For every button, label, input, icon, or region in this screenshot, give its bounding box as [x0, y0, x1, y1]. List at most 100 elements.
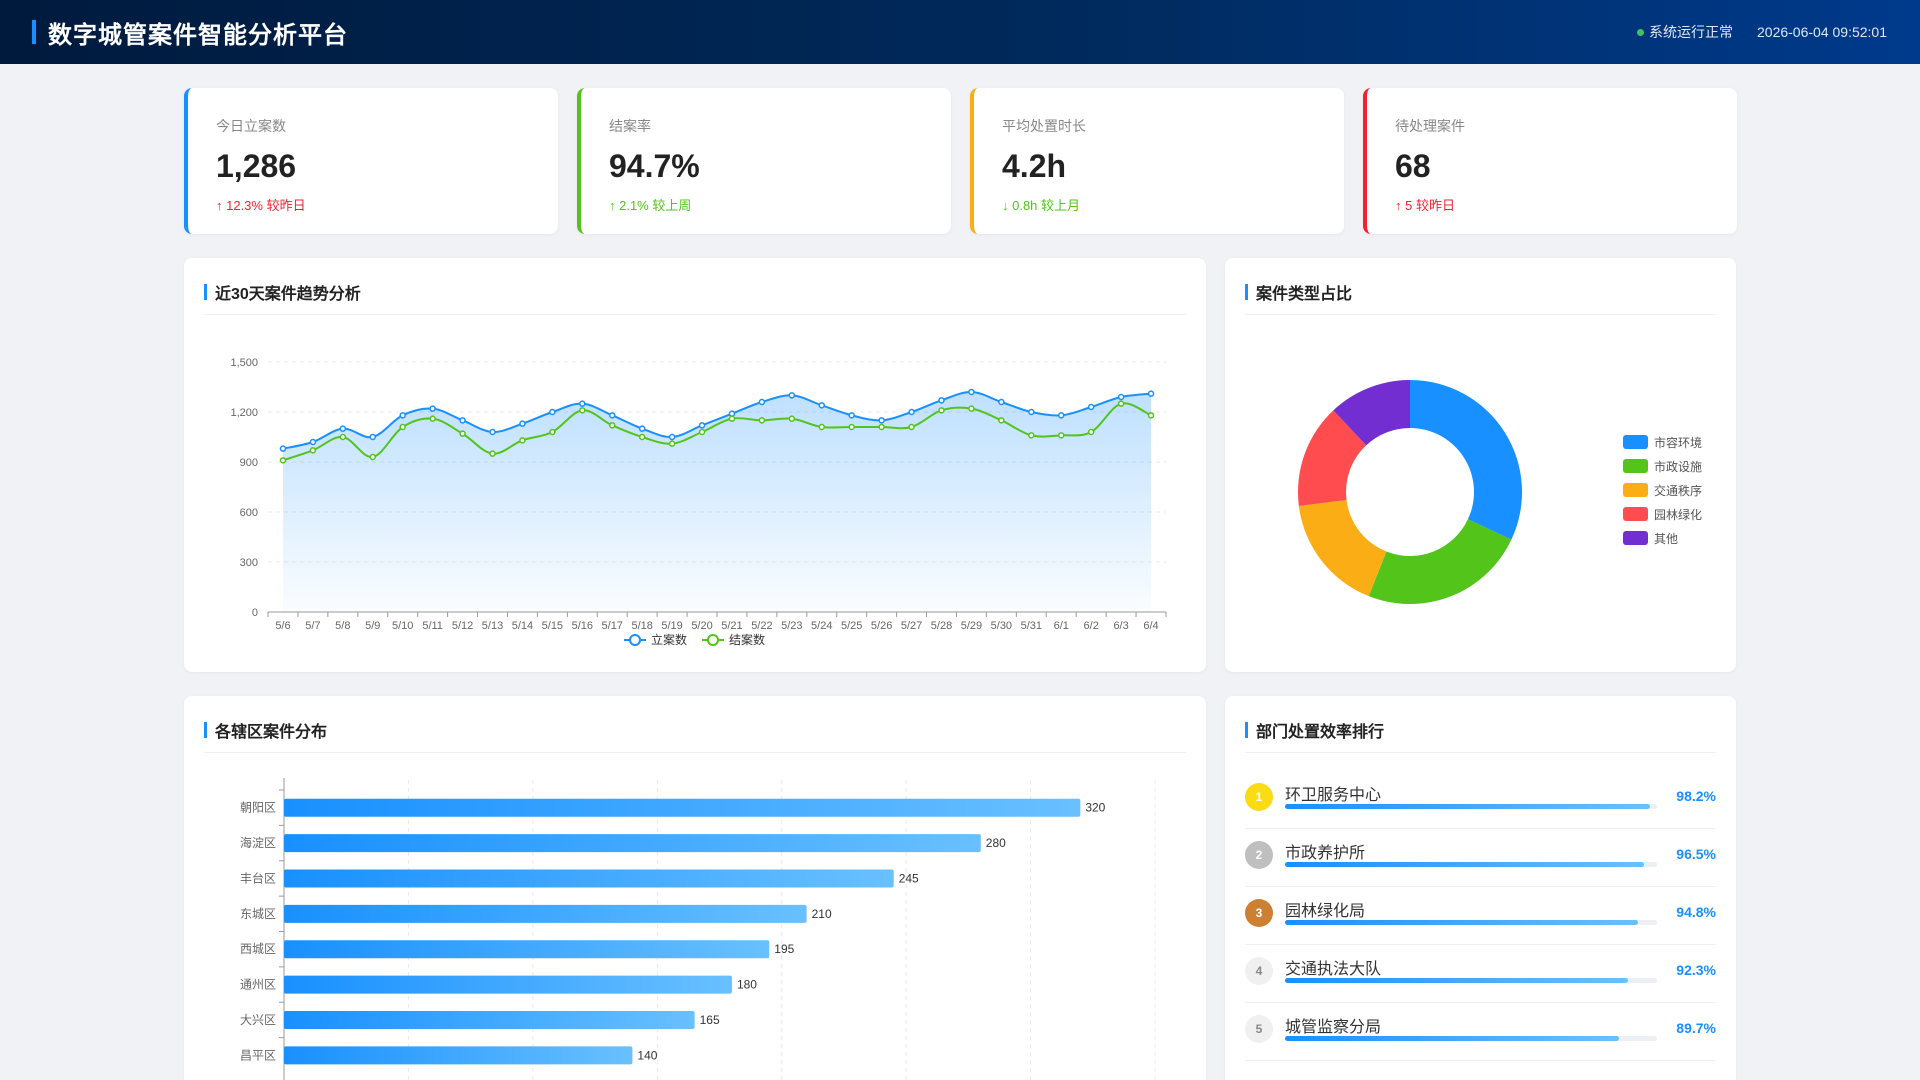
- y-tick-label: 600: [240, 507, 258, 519]
- legend-label: 其他: [1654, 531, 1679, 546]
- data-point: [1087, 403, 1095, 411]
- bar-5: [284, 975, 732, 994]
- data-point: [998, 417, 1005, 424]
- data-point: [309, 438, 317, 446]
- legend-marker: [707, 634, 719, 646]
- y-tick-label: 东城区: [240, 907, 276, 921]
- rank-progress-track: [1285, 804, 1657, 809]
- donut-legend-item[interactable]: 其他: [1623, 526, 1702, 550]
- kpi-trend: ↓ 0.8h 较上月: [1002, 198, 1081, 213]
- legend-swatch: [1623, 435, 1648, 449]
- data-point: [608, 412, 616, 419]
- bar-1: [284, 834, 981, 853]
- rank-progress-fill: [1285, 804, 1651, 809]
- data-point: [339, 425, 347, 432]
- donut-legend-item[interactable]: 园林绿化: [1623, 502, 1702, 526]
- rank-row[interactable]: 4 交通执法大队 92.3%: [1245, 944, 1716, 1003]
- kpi-card-today-cases[interactable]: 今日立案数 1,286 ↑ 12.3% 较昨日: [184, 88, 558, 234]
- rank-badge: 2: [1245, 841, 1273, 869]
- x-tick-label: 5/12: [452, 620, 473, 632]
- rank-row[interactable]: 5 城管监察分局 89.7%: [1245, 1002, 1716, 1061]
- rank-row[interactable]: 1 环卫服务中心 98.2%: [1245, 770, 1716, 829]
- legend-swatch: [1623, 459, 1648, 473]
- data-point: [788, 392, 796, 399]
- x-tick-label: 5/23: [781, 620, 802, 632]
- rank-badge: 1: [1245, 783, 1273, 811]
- kpi-card-close-rate[interactable]: 结案率 94.7% ↑ 2.1% 较上周: [577, 88, 951, 234]
- data-point: [399, 412, 406, 419]
- bar-0: [284, 798, 1081, 817]
- donut-slice-0: [1410, 380, 1522, 540]
- kpi-trend: ↑ 2.1% 较上周: [609, 198, 692, 213]
- data-point: [1117, 393, 1125, 401]
- data-point: [968, 388, 975, 396]
- data-point: [459, 417, 466, 424]
- x-tick-label: 5/18: [631, 620, 652, 632]
- data-point: [1028, 432, 1035, 439]
- rank-row[interactable]: 2 市政养护所 96.5%: [1245, 828, 1716, 887]
- kpi-card-pending-cases[interactable]: 待处理案件 68 ↑ 5 较昨日: [1363, 88, 1737, 234]
- donut-legend-item[interactable]: 交通秩序: [1623, 478, 1702, 502]
- x-tick-label: 6/3: [1113, 620, 1128, 632]
- legend-label: 立案数: [651, 632, 687, 647]
- area-fill-0: [282, 391, 1152, 612]
- header-datetime: 2026-06-04 09:52:01: [1757, 24, 1887, 40]
- data-point: [938, 397, 945, 404]
- rank-row[interactable]: 3 园林绿化局 94.8%: [1245, 886, 1716, 945]
- rank-progress-track: [1285, 920, 1657, 925]
- kpi-label: 平均处置时长: [1002, 118, 1086, 134]
- y-tick-label: 海淀区: [240, 835, 276, 850]
- x-tick-label: 5/14: [512, 620, 533, 632]
- y-tick-label: 300: [240, 557, 258, 569]
- data-point: [549, 428, 556, 436]
- donut-slice-4: [1333, 380, 1410, 446]
- bar-value-label: 140: [637, 1048, 657, 1062]
- x-tick-label: 6/2: [1084, 620, 1099, 632]
- y-tick-label: 丰台区: [240, 870, 276, 885]
- x-tick-label: 5/29: [961, 620, 982, 632]
- trend-panel-title-text: 近30天案件趋势分析: [215, 286, 361, 303]
- rank-badge: 4: [1245, 957, 1273, 985]
- data-point: [1057, 412, 1065, 419]
- district-bar-chart[interactable]: 朝阳区 320 海淀区 280 丰台区 245 东城区 210 西城区 195 通州区 180 大兴区 1…: [184, 696, 1206, 1080]
- title-accent-bar: [204, 284, 207, 300]
- header-status-area: 系统运行正常 2026-06-04 09:52:01: [1637, 22, 1888, 42]
- kpi-card-avg-duration[interactable]: 平均处置时长 4.2h ↓ 0.8h 较上月: [970, 88, 1344, 234]
- x-tick-label: 5/21: [721, 620, 742, 632]
- donut-legend-item[interactable]: 市政设施: [1623, 454, 1702, 478]
- data-point: [1147, 390, 1155, 397]
- data-point: [579, 400, 586, 407]
- data-point: [698, 428, 706, 436]
- kpi-label: 今日立案数: [216, 118, 286, 134]
- legend-label: 市政设施: [1654, 459, 1703, 474]
- x-tick-label: 5/6: [275, 620, 290, 632]
- rank-progress-fill: [1285, 978, 1629, 983]
- data-point: [1087, 428, 1095, 436]
- data-point: [549, 408, 556, 416]
- case-type-donut-chart[interactable]: [1225, 258, 1736, 672]
- donut-slice-2: [1298, 500, 1387, 597]
- y-tick-label: 朝阳区: [240, 801, 276, 815]
- donut-slice-3: [1298, 410, 1367, 507]
- rank-department-name: 环卫服务中心: [1285, 787, 1382, 804]
- trend-line-chart[interactable]: 0 300 600 900 1,200 1,500 5/6 5/7 5/8 5/9 5/10 5/11…: [184, 258, 1206, 672]
- legend-label: 园林绿化: [1654, 507, 1703, 522]
- y-tick-label: 0: [252, 607, 258, 619]
- x-tick-label: 5/19: [661, 620, 682, 632]
- x-tick-label: 5/7: [305, 620, 320, 632]
- rank-panel: 部门处置效率排行 1 环卫服务中心 98.2% 2 市政养护所 96.5% 3 园林绿化局 94…: [1225, 696, 1736, 1080]
- data-point: [579, 407, 586, 414]
- kpi-label: 待处理案件: [1395, 118, 1465, 134]
- rank-efficiency-value: 89.7%: [1676, 1020, 1716, 1036]
- data-point: [489, 428, 496, 436]
- bar-7: [284, 1046, 633, 1065]
- data-point: [968, 405, 975, 412]
- data-point: [908, 408, 915, 416]
- donut-legend-item[interactable]: 市容环境: [1623, 430, 1702, 454]
- bar-value-label: 165: [700, 1013, 720, 1027]
- x-tick-label: 5/27: [901, 620, 922, 632]
- panel-divider: [204, 752, 1186, 753]
- x-tick-label: 5/20: [691, 620, 712, 632]
- x-tick-label: 5/9: [365, 620, 380, 632]
- title-accent-bar: [32, 20, 36, 44]
